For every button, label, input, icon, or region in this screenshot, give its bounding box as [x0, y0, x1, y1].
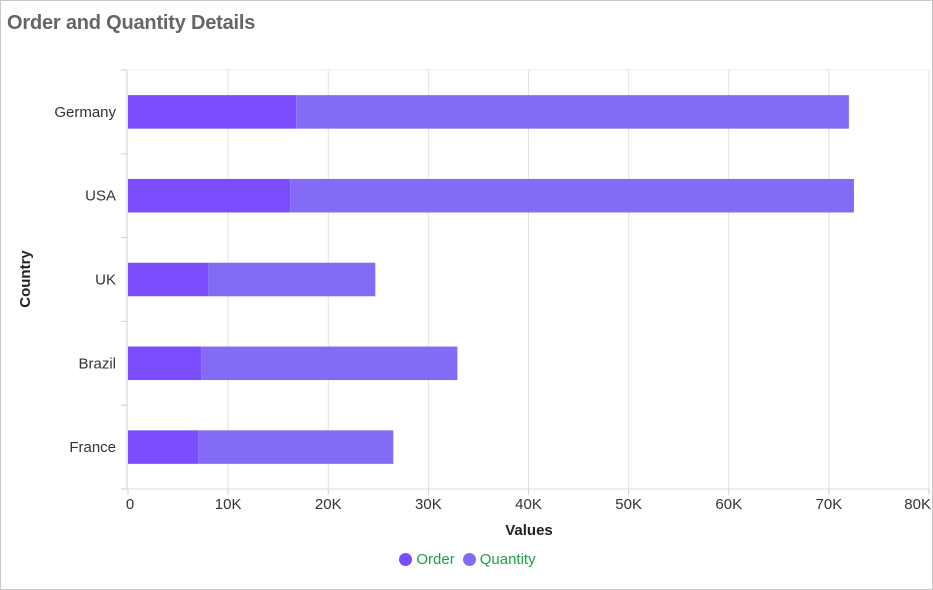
legend-item-quantity[interactable]: Quantity — [462, 551, 536, 568]
chart-legend: Order Quantity — [1, 551, 933, 568]
y-tick-label: USA — [85, 188, 116, 205]
x-tick-label: 40K — [515, 496, 542, 513]
x-tick-label: 20K — [315, 496, 342, 513]
y-tick-label: France — [69, 439, 116, 456]
bar-quantity-uk[interactable] — [208, 262, 376, 297]
bar-order-usa[interactable] — [128, 178, 291, 213]
chart-title: Order and Quantity Details — [7, 12, 256, 34]
bar-quantity-usa[interactable] — [290, 178, 854, 213]
legend-swatch-order — [399, 553, 413, 566]
bar-order-germany[interactable] — [128, 95, 297, 129]
x-tick-label: 80K — [904, 496, 931, 513]
bar-order-france[interactable] — [128, 430, 199, 464]
x-tick-label: 10K — [215, 496, 242, 513]
x-tick-label: 70K — [816, 496, 843, 513]
bar-order-brazil[interactable] — [128, 346, 202, 381]
legend-item-order[interactable]: Order — [399, 551, 455, 568]
legend-swatch-quantity — [462, 553, 476, 566]
bar-order-uk[interactable] — [128, 262, 209, 297]
bar-quantity-germany[interactable] — [296, 95, 849, 129]
axes — [121, 69, 930, 495]
y-tick-label: Brazil — [78, 355, 116, 372]
legend-label-quantity: Quantity — [479, 551, 536, 568]
bar-quantity-brazil[interactable] — [201, 346, 458, 381]
x-tick-label: 30K — [415, 496, 442, 513]
bar-chart: 0 10K 20K 30K 40K 50K 60K 70K 80K Germany USA UK Bra… — [17, 69, 931, 539]
x-axis-title: Values — [505, 522, 553, 539]
y-tick-label: Germany — [54, 104, 116, 121]
tick-labels: 0 10K 20K 30K 40K 50K 60K 70K 80K Germany USA UK Bra… — [54, 104, 931, 513]
y-tick-label: UK — [95, 272, 116, 289]
y-axis-title: Country — [17, 250, 34, 308]
legend-label-order: Order — [416, 551, 455, 568]
x-tick-label: 60K — [715, 496, 742, 513]
x-tick-label: 0 — [126, 496, 134, 513]
bar-quantity-france[interactable] — [198, 430, 394, 464]
x-tick-label: 50K — [615, 496, 642, 513]
bars — [128, 95, 854, 464]
